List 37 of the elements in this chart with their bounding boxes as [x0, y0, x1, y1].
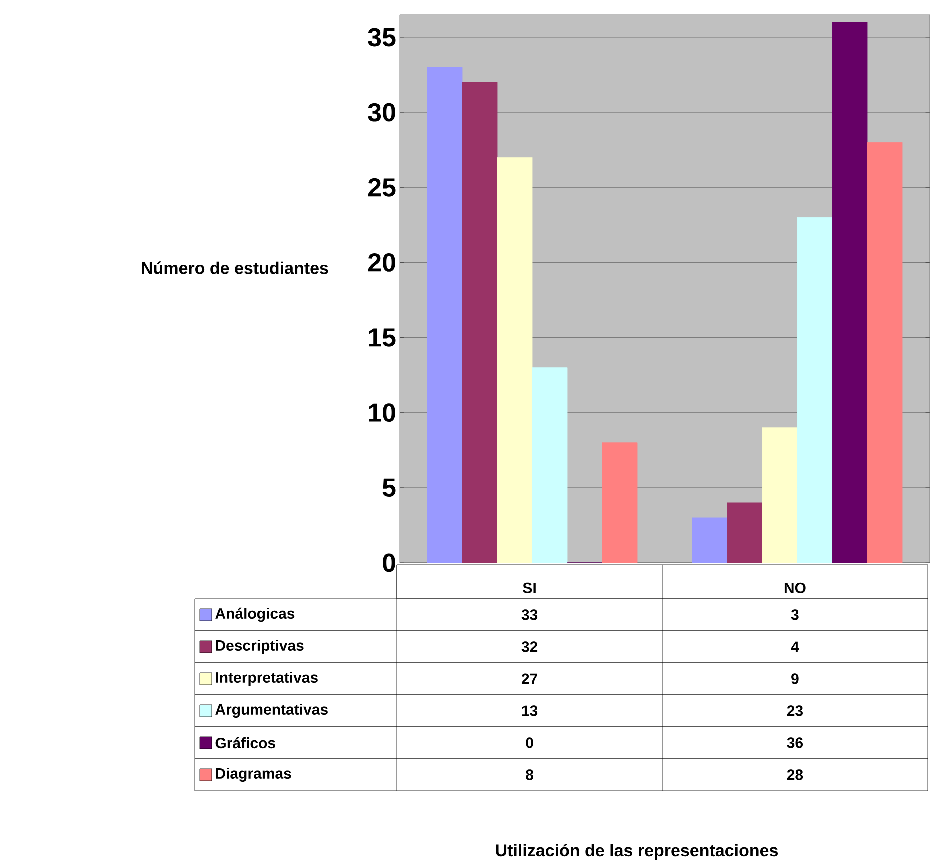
legend-label: Argumentativas: [216, 704, 328, 718]
data-label: 3: [791, 610, 799, 620]
bar: [462, 82, 498, 563]
data-label: 23: [787, 706, 804, 716]
y-tick-label: 30: [368, 103, 396, 122]
data-label: 36: [787, 738, 804, 748]
legend-label: Diagramas: [216, 768, 292, 782]
x-tick-label: NO: [784, 582, 806, 594]
data-label: 9: [792, 674, 799, 684]
y-tick-label: 35: [368, 28, 396, 47]
data-label: 4: [791, 642, 800, 652]
data-label: 0: [526, 738, 534, 748]
bar: [427, 67, 463, 563]
bar: [692, 518, 728, 563]
data-label: 13: [522, 706, 538, 716]
bar: [832, 22, 868, 563]
bar: [727, 502, 763, 563]
data-label: 27: [522, 674, 538, 684]
y-tick-label: 25: [368, 178, 396, 197]
legend-label: Descriptivas: [216, 640, 304, 654]
data-label: 8: [526, 770, 534, 780]
data-label: 33: [522, 610, 538, 620]
y-tick-label: 0: [383, 554, 396, 572]
y-tick-label: 10: [369, 404, 396, 422]
legend-label: Gráficos: [216, 737, 276, 749]
y-tick-label: 20: [368, 254, 396, 272]
bar: [532, 368, 568, 563]
y-tick-label: 5: [382, 478, 396, 497]
y-tick-label: 15: [369, 328, 396, 347]
data-label: 28: [787, 770, 804, 780]
bar: [797, 217, 833, 563]
y-axis-title: Número de estudiantes: [142, 262, 328, 274]
data-label: 32: [522, 642, 538, 652]
x-tick-label: SI: [523, 582, 536, 594]
legend-label: Interpretativas: [216, 672, 318, 686]
legend-label: Análogicas: [216, 608, 295, 622]
text: Utilización de las representaciones: [496, 844, 778, 860]
